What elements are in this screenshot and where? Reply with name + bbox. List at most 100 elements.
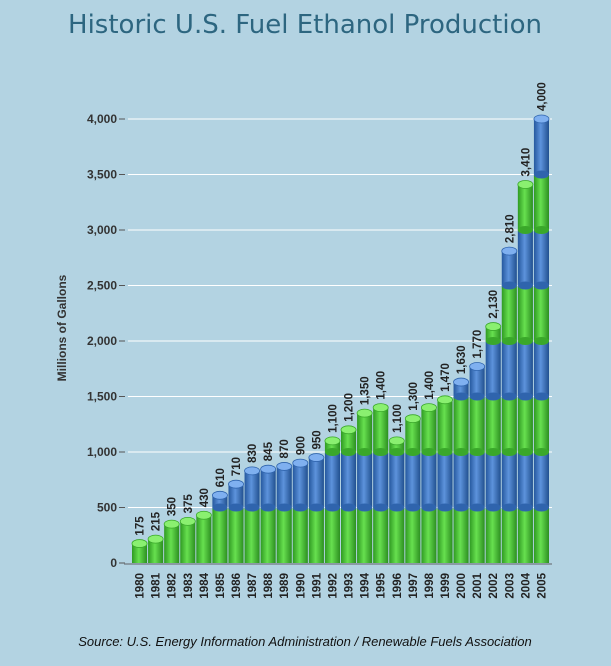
bar-segment — [341, 429, 357, 452]
bar-segment — [501, 251, 517, 286]
bar — [163, 519, 180, 563]
bars — [131, 114, 550, 563]
bar-seam — [501, 337, 517, 345]
data-label: 950 — [311, 430, 323, 449]
bar-segment — [324, 452, 340, 508]
x-tick-label: 1994 — [360, 572, 372, 598]
data-label: 845 — [263, 441, 275, 461]
bar-seam — [421, 503, 437, 512]
bar-segment — [533, 396, 549, 452]
x-tick-label: 2002 — [488, 573, 500, 599]
bar-segment — [357, 452, 373, 508]
data-label: 2,130 — [488, 290, 500, 319]
bar — [179, 516, 196, 563]
x-tick-label: 1980 — [135, 573, 147, 599]
y-tick-label: 3,000 — [87, 223, 117, 237]
bar-segment — [148, 539, 164, 563]
bar-segment — [389, 440, 405, 452]
bar-seam — [228, 503, 244, 512]
bar-segment — [517, 184, 533, 230]
y-axis-ticks: 0 500 1,000 1,500 2,000 2,500 3,000 3,500 4,000 — [87, 112, 125, 570]
bar-segment — [517, 396, 533, 452]
bar — [211, 490, 228, 563]
data-label: 215 — [151, 511, 163, 531]
gridlines — [124, 118, 552, 565]
bar-seam — [244, 503, 260, 512]
bar-segment — [533, 452, 549, 508]
bar-segment — [437, 452, 453, 508]
bar-seam — [389, 503, 405, 512]
bar-segment — [437, 507, 453, 563]
bar-segment — [453, 507, 469, 563]
x-tick-label: 1993 — [344, 573, 356, 599]
bar — [517, 180, 534, 563]
bar-seam — [469, 392, 485, 401]
bar-segment — [180, 521, 196, 563]
data-label: 1,630 — [456, 345, 468, 374]
bar-seam — [405, 503, 421, 512]
bar-segment — [405, 418, 421, 452]
bar — [340, 425, 357, 563]
bar-segment — [276, 507, 292, 563]
y-tick-label: 2,500 — [87, 279, 117, 293]
bar-seam — [324, 503, 341, 512]
bar-seam — [260, 503, 276, 512]
bar-cap — [244, 466, 261, 476]
data-label: 1,770 — [472, 330, 484, 359]
y-tick-label: 4,000 — [87, 112, 117, 126]
bar-cap — [469, 362, 486, 371]
bar-segment — [341, 452, 357, 508]
bar-segment — [324, 440, 340, 452]
bar-segment — [324, 507, 340, 563]
bar-segment — [517, 452, 533, 508]
x-tick-label: 1991 — [311, 572, 323, 598]
bar-segment — [292, 507, 308, 563]
bar — [469, 362, 486, 563]
bar-segment — [260, 507, 276, 563]
data-label: 3,410 — [520, 148, 532, 177]
x-tick-label: 1998 — [424, 572, 436, 598]
data-label: 1,300 — [408, 382, 420, 411]
x-tick-label: 1985 — [215, 572, 227, 598]
bar-seam — [437, 503, 453, 512]
x-tick-label: 1995 — [376, 572, 388, 598]
x-tick-label: 2005 — [536, 572, 548, 598]
data-label: 710 — [231, 457, 243, 476]
bar-segment — [517, 507, 533, 563]
bar-seam — [469, 448, 485, 456]
bar-seam — [533, 392, 549, 401]
x-tick-label: 1982 — [167, 573, 179, 599]
bar-segment — [132, 543, 148, 563]
bar-seam — [212, 503, 228, 512]
bar-seam — [485, 392, 501, 401]
bar-segment — [421, 452, 437, 508]
x-tick-label: 1989 — [279, 573, 291, 599]
bar-segment — [533, 119, 549, 175]
bar-seam — [453, 448, 469, 456]
bar — [356, 408, 373, 563]
bar — [388, 436, 405, 563]
data-label: 175 — [135, 516, 147, 536]
bar-segment — [469, 452, 485, 508]
bar-seam — [453, 392, 469, 401]
bar-cap — [260, 464, 277, 474]
bar-segment — [292, 463, 308, 508]
bar-cap — [147, 534, 164, 544]
bar-segment — [469, 507, 485, 563]
bar-seam — [341, 503, 357, 512]
bar — [404, 414, 421, 563]
bar-segment — [228, 484, 244, 508]
bar-segment — [533, 285, 549, 341]
data-labels: 175 215 350 375 430 610 710 830 845 870 900 950 1,10… — [135, 82, 549, 535]
data-label: 830 — [247, 444, 259, 463]
data-label: 1,350 — [360, 376, 372, 405]
x-tick-label: 1983 — [183, 573, 195, 599]
bar-cap — [372, 403, 389, 413]
bar — [276, 462, 293, 563]
bar-cap — [517, 180, 534, 189]
x-tick-label: 1997 — [408, 573, 420, 599]
x-tick-label: 1990 — [295, 573, 307, 599]
x-tick-label: 2003 — [504, 573, 516, 599]
data-label: 900 — [295, 436, 307, 455]
bar-segment — [244, 470, 260, 508]
